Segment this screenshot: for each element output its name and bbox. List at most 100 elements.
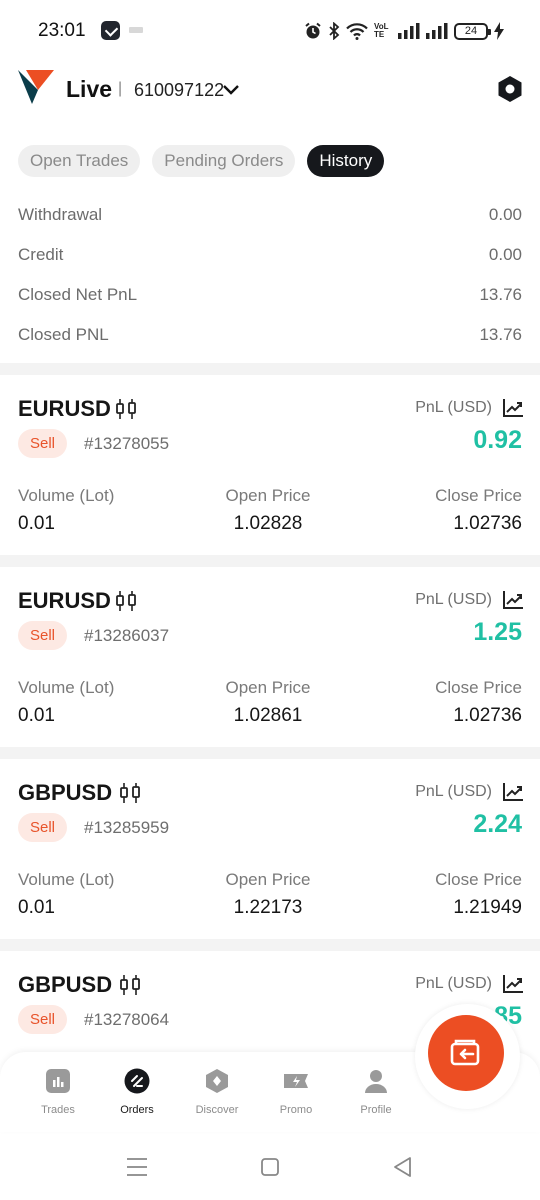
- tab-pending-orders[interactable]: Pending Orders: [152, 145, 296, 177]
- account-separator: |: [118, 80, 123, 97]
- section-divider: [0, 939, 540, 951]
- volume-value: 0.01: [18, 513, 55, 534]
- side-badge: Sell: [18, 813, 68, 842]
- menu-icon[interactable]: [124, 1154, 150, 1180]
- summary-label: Closed Net PnL: [18, 285, 138, 304]
- nav-profile[interactable]: Profile: [336, 1068, 416, 1116]
- notification-icon: [129, 27, 143, 33]
- close-price-value: 1.21949: [453, 897, 522, 918]
- bluetooth-icon: [329, 22, 340, 40]
- summary-label: Closed PNL: [18, 325, 109, 344]
- order-id: #13278055: [84, 434, 170, 453]
- candlestick-icon: [120, 783, 140, 803]
- account-type: Live: [66, 76, 113, 102]
- close-price-label: Close Price: [435, 486, 522, 505]
- settings-icon[interactable]: [497, 75, 523, 103]
- battery-icon: 24: [454, 22, 491, 40]
- orders-icon: [124, 1068, 150, 1094]
- order-id: #13286037: [84, 626, 170, 645]
- side-badge: Sell: [18, 621, 68, 650]
- summary-row-credit: Credit 0.00: [0, 235, 540, 275]
- signal-icon: [398, 23, 420, 39]
- back-icon[interactable]: [390, 1154, 416, 1180]
- trend-chart-icon[interactable]: [502, 782, 524, 802]
- system-nav: [0, 1140, 540, 1200]
- volume-label: Volume (Lot): [18, 870, 115, 889]
- open-price-value: 1.02828: [233, 513, 303, 534]
- volume-value: 0.01: [18, 705, 55, 726]
- candlestick-icon: [116, 591, 136, 611]
- trade-symbol: GBPUSD: [18, 972, 113, 997]
- app-notification-icon: [101, 21, 120, 40]
- nav-label: Orders: [120, 1104, 154, 1116]
- close-price-value: 1.02736: [453, 705, 522, 726]
- summary-label: Credit: [18, 245, 64, 264]
- candlestick-icon: [116, 399, 136, 419]
- tab-open-trades[interactable]: Open Trades: [18, 145, 141, 177]
- open-price-label: Open Price: [225, 870, 311, 889]
- discover-icon: [206, 1069, 228, 1093]
- nav-label: Trades: [41, 1104, 75, 1116]
- account-number[interactable]: 610097122: [134, 80, 225, 100]
- order-id: #13278064: [84, 1010, 170, 1029]
- quick-trade-button[interactable]: [428, 1015, 504, 1091]
- pnl-label: PnL (USD): [415, 975, 492, 992]
- header: Live | 610097122: [0, 62, 540, 122]
- nav-orders[interactable]: Orders: [97, 1068, 177, 1116]
- summary-value: 0.00: [488, 245, 522, 264]
- summary-label: Withdrawal: [18, 205, 103, 224]
- side-badge: Sell: [18, 1005, 68, 1034]
- pnl-label: PnL (USD): [415, 591, 492, 608]
- close-price-label: Close Price: [435, 678, 522, 697]
- section-divider: [0, 747, 540, 759]
- trade-symbol: GBPUSD: [18, 780, 113, 805]
- chevron-down-icon[interactable]: [222, 80, 240, 98]
- history-summary: Withdrawal 0.00 Credit 0.00 Closed Net P…: [0, 195, 540, 355]
- charging-icon: [494, 22, 504, 40]
- trend-chart-icon[interactable]: [502, 398, 524, 418]
- volume-value: 0.01: [18, 897, 55, 918]
- brand-logo-icon: [18, 70, 54, 104]
- nav-label: Discover: [195, 1104, 239, 1116]
- trend-chart-icon[interactable]: [502, 974, 524, 994]
- promo-icon: [284, 1074, 308, 1088]
- nav-label: Profile: [360, 1104, 392, 1116]
- tab-history[interactable]: History: [307, 145, 385, 177]
- pnl-value: 2.24: [473, 810, 522, 838]
- summary-value: 0.00: [488, 205, 522, 224]
- side-badge: Sell: [18, 429, 68, 458]
- pnl-label: PnL (USD): [415, 399, 492, 416]
- summary-row-closed-pnl: Closed PNL 13.76: [0, 315, 540, 355]
- nav-trades[interactable]: Trades: [18, 1068, 98, 1116]
- signal-icon-2: [426, 23, 448, 39]
- alarm-icon: [305, 22, 321, 39]
- trend-chart-icon[interactable]: [502, 590, 524, 610]
- trade-card[interactable]: GBPUSD PnL (USD) Sell #13285959 2.24 Vol…: [0, 759, 540, 939]
- section-divider: [0, 555, 540, 567]
- summary-value: 13.76: [479, 285, 522, 304]
- status-time: 23:01: [38, 20, 86, 41]
- pnl-value: 1.25: [473, 618, 522, 646]
- pnl-label: PnL (USD): [415, 783, 492, 800]
- trade-symbol: EURUSD: [18, 588, 111, 613]
- chart-icon: [46, 1069, 70, 1093]
- open-price-label: Open Price: [225, 678, 311, 697]
- nav-discover[interactable]: Discover: [177, 1068, 257, 1116]
- pnl-value: 0.92: [473, 426, 522, 454]
- order-tabs: Open Trades Pending Orders History: [18, 145, 385, 177]
- nav-label: Promo: [279, 1104, 313, 1116]
- wifi-icon: [346, 23, 368, 40]
- home-icon[interactable]: [257, 1154, 283, 1180]
- close-price-label: Close Price: [435, 870, 522, 889]
- trade-card[interactable]: EURUSD PnL (USD) Sell #13286037 1.25 Vol…: [0, 567, 540, 747]
- close-price-value: 1.02736: [453, 513, 522, 534]
- section-divider: [0, 363, 540, 375]
- trade-symbol: EURUSD: [18, 396, 111, 421]
- summary-row-withdrawal: Withdrawal 0.00: [0, 195, 540, 235]
- candlestick-icon: [120, 975, 140, 995]
- trade-card[interactable]: EURUSD PnL (USD) Sell #13278055 0.92 Vol…: [0, 375, 540, 555]
- status-bar: 23:01 VoLTE 24: [0, 0, 540, 62]
- volume-label: Volume (Lot): [18, 486, 115, 505]
- status-icons: VoLTE 24: [304, 19, 504, 43]
- nav-promo[interactable]: Promo: [256, 1068, 336, 1116]
